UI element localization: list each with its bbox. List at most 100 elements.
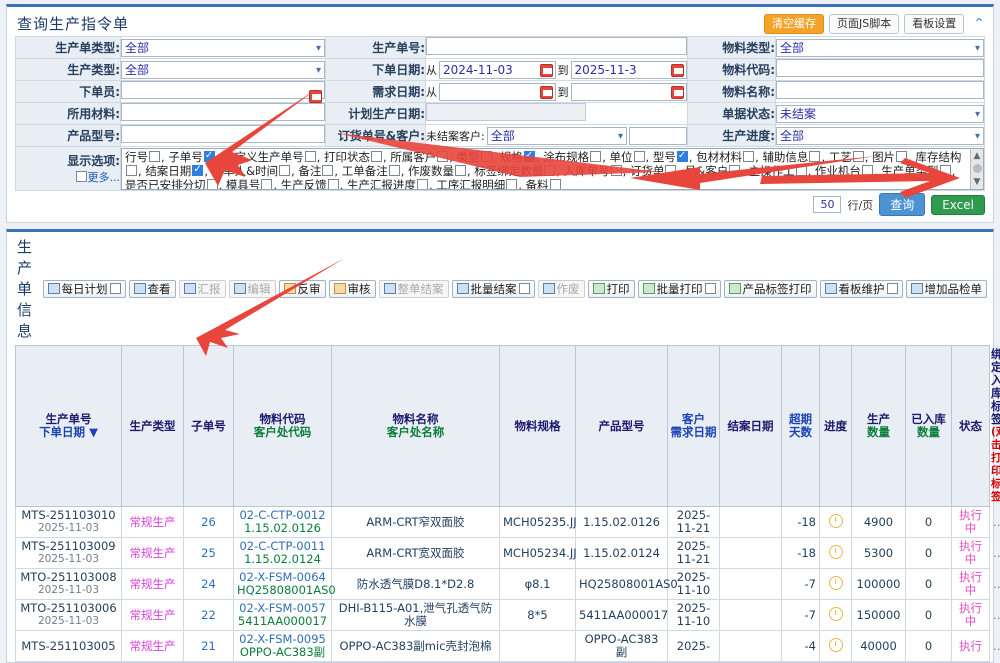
display-option-checkbox[interactable] [549,178,561,189]
display-option-checkbox[interactable] [861,164,873,176]
display-option-checkbox[interactable] [590,150,602,162]
column-header-生产单号[interactable]: 生产单号 下单日期 ▼ [15,345,122,507]
display-option-checkbox[interactable] [939,164,951,176]
column-header-物料名称[interactable]: 物料名称 客户处名称 [331,345,500,507]
display-option-checkbox[interactable] [852,150,864,162]
table-row[interactable]: MTS-251103009 2025-11-03 常规生产 25 02-C-CTP-00… [15,537,1000,569]
material-code-input[interactable] [776,59,984,77]
column-header-物料规格[interactable]: 物料规格 [499,345,576,507]
table-row[interactable]: MTS-251103010 2025-11-03 常规生产 26 02-C-CTP-00… [15,506,1000,538]
display-option-checkbox[interactable] [126,164,137,176]
doc-status-select[interactable]: 未结案 ▾ [776,104,984,123]
display-option-checkbox[interactable] [896,150,908,162]
page-js-script-button[interactable]: 页面JS脚本 [829,14,900,34]
chevron-up-icon[interactable]: ⌃ [973,16,985,32]
production-order-type-select[interactable]: 全部 ▾ [121,38,325,57]
material-type-select[interactable]: 全部 ▾ [776,38,984,57]
table-row[interactable]: MTO-251103008 2025-11-03 常规生产 24 02-X-FSM-00… [15,568,1000,600]
display-option-checkbox[interactable] [304,150,316,162]
field-order-date[interactable]: 从 2024-11-03 到 2025-11-3 [425,58,688,81]
calendar-icon[interactable] [539,63,553,77]
column-header-状态[interactable]: 状态 [951,345,990,507]
more-options-link[interactable]: 更多... [87,171,121,184]
cell-bind-label[interactable]: … [993,577,1000,591]
display-option-checkbox[interactable] [370,150,382,162]
display-option-checkbox[interactable] [149,150,160,162]
order-date-from-input[interactable]: 2024-11-03 [439,60,556,79]
calendar-icon[interactable] [671,63,684,77]
used-material-input[interactable] [121,103,325,121]
display-option-checkbox[interactable] [480,150,492,162]
scroll-up-icon[interactable]: ▲ [973,150,981,161]
field-doc-status[interactable]: 未结案 ▾ [775,102,985,125]
display-option-checkbox[interactable] [676,149,688,162]
display-option-checkbox[interactable] [416,178,428,189]
display-option-checkbox[interactable] [523,149,535,162]
production-progress-select[interactable]: 全部 ▾ [776,126,984,145]
field-used-material[interactable] [120,102,326,125]
display-option-checkbox[interactable] [506,178,518,189]
display-option-checkbox[interactable] [610,164,622,176]
toolbar-button-查看[interactable]: 查看 [128,279,176,298]
field-production-order-no[interactable] [425,36,688,59]
calendar-icon[interactable] [539,85,553,99]
product-model-input[interactable] [121,125,325,143]
display-option-checkbox[interactable] [261,178,273,189]
column-header-子单号[interactable]: 子单号 [183,345,234,507]
board-settings-button[interactable]: 看板设置 [904,14,965,34]
production-type-select[interactable]: 全部 ▾ [121,60,325,79]
field-product-model[interactable] [120,124,326,147]
search-button[interactable]: 查询 [879,193,926,216]
picker-icon[interactable] [309,90,322,103]
sales-order-no-input[interactable] [629,126,687,145]
need-date-to-input[interactable] [570,82,687,101]
clear-cache-button[interactable]: 清空缓存 [764,14,825,34]
unclosed-customer-select[interactable]: 全部 ▾ [486,126,627,145]
display-option-checkbox[interactable] [729,164,741,176]
order-date-to-input[interactable]: 2025-11-3 [570,60,687,79]
more-options-checkbox[interactable] [75,171,87,182]
toolbar-button-批量打印[interactable]: 批量打印 [637,279,721,298]
display-option-checkbox[interactable] [388,164,400,176]
toolbar-checkbox[interactable] [518,283,530,294]
scroll-down-icon[interactable]: ▼ [973,176,981,187]
field-production-progress[interactable]: 全部 ▾ [775,124,985,147]
field-production-type[interactable]: 全部 ▾ [120,58,326,81]
display-option-checkbox[interactable] [322,164,334,176]
toolbar-button-打印[interactable]: 打印 [587,279,635,298]
order-clerk-input[interactable] [121,81,325,99]
column-header-产品型号[interactable]: 产品型号 [575,345,668,507]
calendar-icon[interactable] [671,85,684,99]
field-material-name[interactable] [775,80,985,103]
column-header-进度[interactable]: 进度 [819,345,852,507]
toolbar-checkbox[interactable] [886,283,898,294]
display-option-checkbox[interactable] [665,164,677,176]
display-option-checkbox[interactable] [544,164,556,176]
toolbar-button-批量结案[interactable]: 批量结案 [451,279,535,298]
field-sales-order-customer[interactable]: 未结案客户: 全部 ▾ [425,124,688,147]
production-order-no-input[interactable] [426,37,687,55]
field-order-clerk[interactable] [120,80,326,103]
display-option-checkbox[interactable] [206,178,218,189]
column-header-生产类型[interactable]: 生产类型 [121,345,184,507]
column-header-超期[interactable]: 超期 天数 [781,345,820,507]
toolbar-button-产品标签打印[interactable]: 产品标签打印 [723,279,817,298]
toolbar-button-审核[interactable]: 审核 [328,279,376,298]
toolbar-button-增加品检单[interactable]: 增加品检单 [905,279,987,298]
table-row[interactable]: MTS-251103005 常规生产 21 02-X-FSM-0095 OPPO-AC3… [15,630,1000,662]
cell-bind-label[interactable]: … [993,546,1000,560]
cell-bind-label[interactable]: … [993,639,1000,653]
display-options-scrollbar[interactable]: ▲ ▼ [970,148,983,189]
column-header-物料代码[interactable]: 物料代码 客户处代码 [233,345,332,507]
display-option-checkbox[interactable] [743,150,755,162]
field-display-options[interactable]: 行号, 子单号, 自定义生产单号, 打印状态, 所属客户, 类型, 规格, 涂布… [120,146,985,191]
page-size-input[interactable]: 50 [813,196,842,213]
display-option-checkbox[interactable] [192,163,204,176]
column-header-已入库[interactable]: 已入库 数量 [905,345,952,507]
display-option-checkbox[interactable] [279,164,291,176]
need-date-from-input[interactable] [439,82,556,101]
column-header-生产[interactable]: 生产 数量 [851,345,906,507]
display-option-checkbox[interactable] [633,150,645,162]
field-material-type[interactable]: 全部 ▾ [775,36,985,59]
toolbar-checkbox[interactable] [704,283,716,294]
